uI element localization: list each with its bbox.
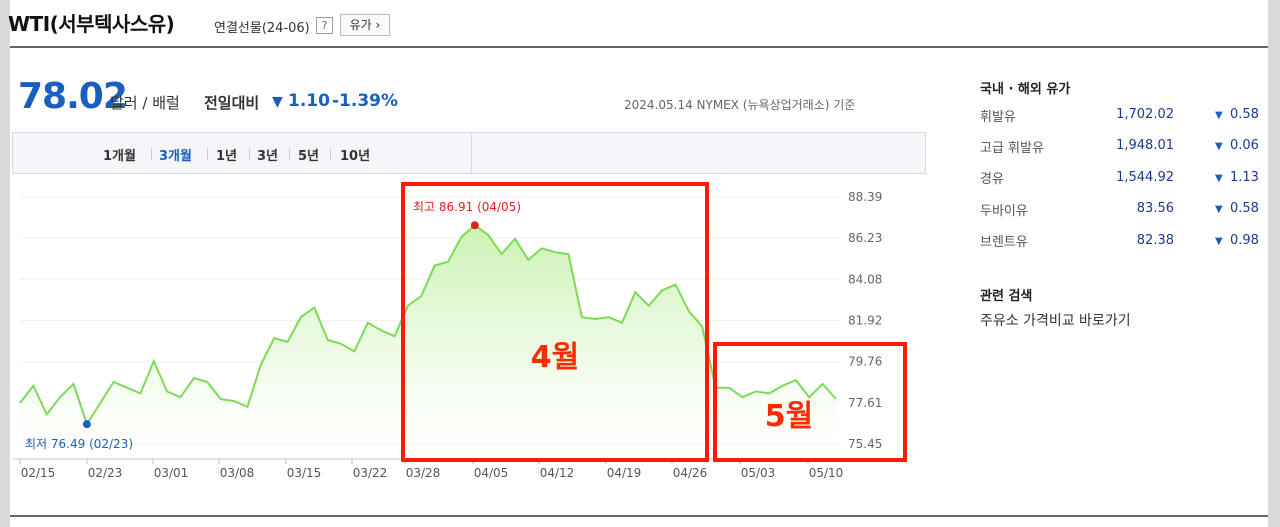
change-value: 1.10 xyxy=(288,91,330,111)
down-triangle-icon: ▼ xyxy=(1215,236,1223,247)
oil-row-name[interactable]: 브렌트유 xyxy=(980,235,1028,250)
oil-row-change: 0.58 xyxy=(1230,107,1259,122)
change-percent: -1.39% xyxy=(332,91,399,111)
x-tick-label: 02/15 xyxy=(21,466,56,480)
gas-station-compare-link[interactable]: 주유소 가격비교 바로가기 xyxy=(980,313,1131,329)
x-tick-label: 03/01 xyxy=(154,466,189,480)
down-triangle-icon: ▼ xyxy=(1215,141,1223,152)
y-tick-label: 88.39 xyxy=(848,190,882,204)
oil-row-change: 0.58 xyxy=(1230,201,1259,216)
tab-divider xyxy=(289,148,290,160)
y-tick-label: 86.23 xyxy=(848,231,882,245)
tab-1m[interactable]: 1개월 xyxy=(103,149,136,164)
tab-10y[interactable]: 10년 xyxy=(340,149,371,164)
x-tick-label: 04/05 xyxy=(474,466,509,480)
tab-divider xyxy=(207,148,208,160)
down-triangle-icon: ▼ xyxy=(272,94,283,110)
x-tick-label: 02/23 xyxy=(88,466,123,480)
y-tick-label: 84.08 xyxy=(848,272,882,286)
y-tick-label: 77.61 xyxy=(848,396,882,410)
min-label: 최저 76.49 (02/23) xyxy=(25,437,133,451)
related-search-title: 관련 검색 xyxy=(980,289,1033,304)
page-title: WTI(서부텍사스유) xyxy=(8,12,175,36)
price-basis-note: 2024.05.14 NYMEX (뉴욕상업거래소) 기준 xyxy=(624,98,856,112)
y-tick-label: 75.45 xyxy=(848,437,882,451)
contract-subtitle: 연결선물(24-06) xyxy=(214,21,310,36)
period-tabs: 1개월 3개월 1년 3년 5년 10년 xyxy=(12,132,926,174)
tab-3m[interactable]: 3개월 xyxy=(159,149,192,164)
oil-row-name[interactable]: 경유 xyxy=(980,172,1004,187)
sidebar-title: 국내 · 해외 유가 xyxy=(980,82,1071,97)
x-tick-label: 03/08 xyxy=(220,466,255,480)
min-point xyxy=(82,420,91,429)
tab-5y[interactable]: 5년 xyxy=(298,149,320,164)
oil-price-button[interactable]: 유가 › xyxy=(340,14,390,36)
oil-row-value: 83.56 xyxy=(1136,201,1174,216)
oil-row-change: 0.06 xyxy=(1230,138,1259,153)
oil-row-value: 1,948.01 xyxy=(1116,138,1174,153)
oil-row-value: 1,702.02 xyxy=(1116,107,1174,122)
oil-row-name[interactable]: 고급 휘발유 xyxy=(980,141,1044,156)
x-tick-label: 04/19 xyxy=(607,466,642,480)
page-header xyxy=(10,0,1268,48)
down-triangle-icon: ▼ xyxy=(1215,173,1223,184)
prev-day-label: 전일대비 xyxy=(204,94,260,112)
price-chart: 88.39 86.23 84.08 81.92 79.76 77.61 75.45 02/15… xyxy=(12,182,907,480)
tab-divider xyxy=(151,148,152,160)
x-tick-label: 05/03 xyxy=(741,466,776,480)
may-highlight-box xyxy=(713,342,907,462)
april-annotation: 4월 xyxy=(531,340,579,375)
tab-divider xyxy=(330,148,331,160)
oil-row-change: 1.13 xyxy=(1230,170,1259,185)
help-button[interactable]: ? xyxy=(316,17,333,34)
down-triangle-icon: ▼ xyxy=(1215,110,1223,121)
price-area xyxy=(20,225,836,444)
y-tick-label: 79.76 xyxy=(848,355,882,369)
x-tick-label: 05/10 xyxy=(809,466,844,480)
april-highlight-box xyxy=(401,182,709,462)
current-price: 78.02 xyxy=(18,76,128,117)
oil-row-change: 0.98 xyxy=(1230,233,1259,248)
x-tick-label: 04/26 xyxy=(673,466,708,480)
max-label: 최고 86.91 (04/05) xyxy=(413,200,521,214)
tab-divider xyxy=(249,148,250,160)
x-tick-label: 03/28 xyxy=(406,466,441,480)
max-point xyxy=(470,221,479,230)
price-line xyxy=(19,224,837,427)
x-tick-label: 03/22 xyxy=(353,466,388,480)
tab-1y[interactable]: 1년 xyxy=(216,149,238,164)
bottom-border xyxy=(10,515,1268,517)
oil-row-name[interactable]: 두바이유 xyxy=(980,204,1028,219)
x-tick-label: 04/12 xyxy=(540,466,575,480)
price-unit: 달러 / 배럴 xyxy=(110,94,180,112)
tab-bar-separator xyxy=(471,133,472,173)
tab-3y[interactable]: 3년 xyxy=(257,149,279,164)
down-triangle-icon: ▼ xyxy=(1215,204,1223,215)
oil-row-value: 1,544.92 xyxy=(1116,170,1174,185)
oil-row-value: 82.38 xyxy=(1136,233,1174,248)
x-tick-label: 03/15 xyxy=(287,466,322,480)
oil-row-name[interactable]: 휘발유 xyxy=(980,110,1016,125)
may-annotation: 5월 xyxy=(765,399,813,434)
y-tick-label: 81.92 xyxy=(848,314,882,328)
